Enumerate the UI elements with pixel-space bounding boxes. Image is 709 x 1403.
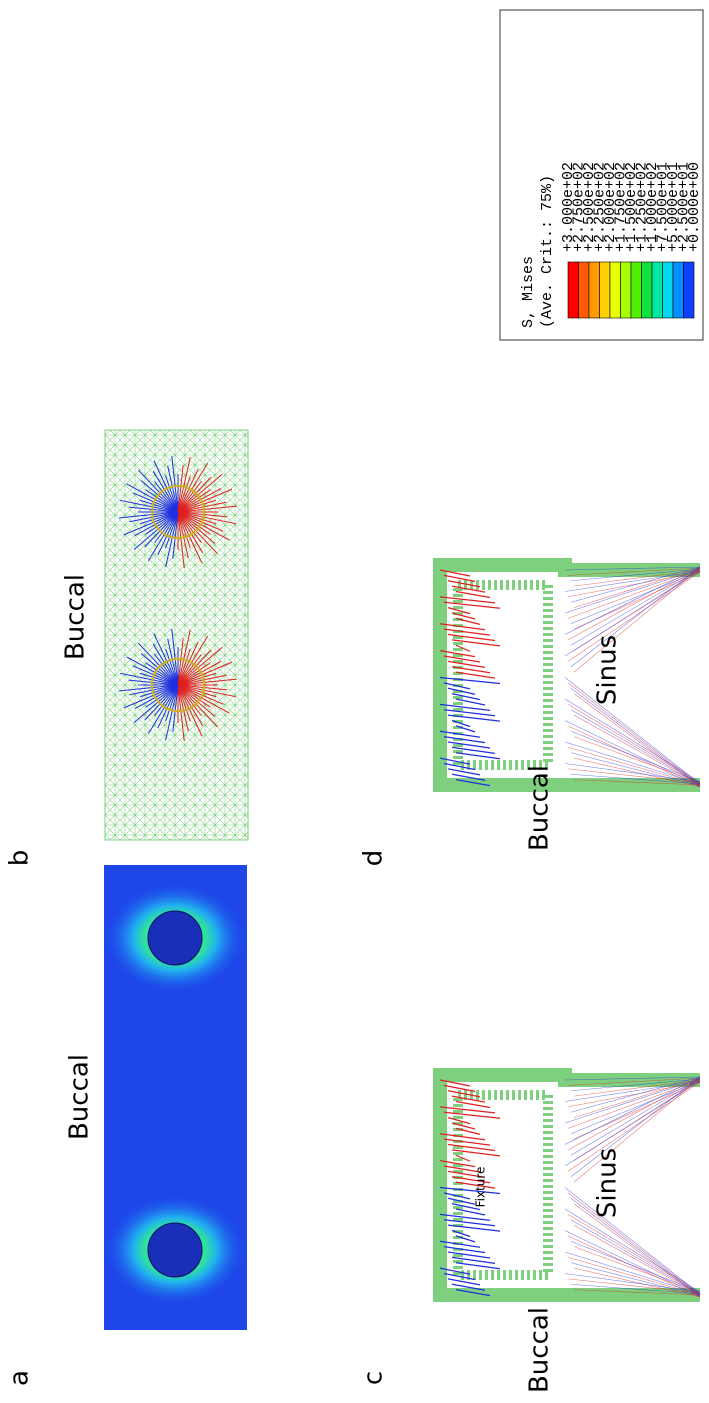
stress-vector [565,567,700,635]
annotation: Sinus [593,1148,623,1218]
stress-vector [440,678,500,684]
mesh-frame [440,565,700,785]
color-swatch [652,262,663,318]
stress-vector [440,1107,495,1113]
stress-vector [565,1188,700,1295]
stress-vector [444,602,500,608]
stress-vector [565,1077,700,1145]
color-swatch [568,262,579,318]
stress-vector [456,1128,480,1134]
panel-label: b [5,850,35,867]
stress-vector [440,1214,490,1220]
annotation: Sinus [593,635,623,705]
annotation: Fixture [474,1167,488,1208]
stress-vector [565,1081,700,1166]
stress-vector [565,1231,700,1297]
stress-vector [440,597,495,603]
legend-value: +0.000e+00 [686,162,703,252]
stress-vector [571,567,700,667]
stress-vector [571,1077,700,1177]
annotation: Buccal [525,1307,555,1393]
stress-vector [440,1188,500,1194]
stress-vector [444,1112,500,1118]
stress-vector [568,1078,700,1150]
stress-vector [568,1080,700,1128]
figure: S, Mises (Ave. Crit.: 75%) +3.000e+02+2.… [0,0,709,1403]
legend-title: S, Mises [520,256,537,328]
stress-vector [444,1193,470,1199]
stress-vector [448,688,475,694]
fixture-hole [148,1223,202,1277]
fixture-hole [148,911,202,965]
legend-subtitle: (Ave. Crit.: 75%) [539,175,556,328]
color-swatch [684,262,695,318]
color-swatch [600,262,611,318]
stress-vector [440,704,490,710]
stress-vector [565,678,700,785]
color-swatch [631,262,642,318]
annotation: Buccal [525,765,555,851]
stress-vector [568,568,700,640]
color-swatch [642,262,653,318]
annotation: Buccal [65,1054,95,1140]
stress-vector [565,1252,700,1294]
color-swatch [610,262,621,318]
stress-vector [571,1079,700,1155]
stress-vector [565,721,700,787]
stress-vector [444,683,470,689]
panel-label: d [359,850,389,867]
stress-vector [448,1198,475,1204]
color-swatch [579,262,590,318]
stress-vector [568,570,700,618]
color-swatch [621,262,632,318]
color-swatch [673,262,684,318]
panel-label: c [359,1371,389,1385]
stress-vector [565,571,700,656]
panel-label: a [5,1370,35,1386]
stress-vector [571,569,700,645]
stress-vector [565,742,700,784]
annotation: Buccal [61,574,91,660]
panel-a [104,865,247,1330]
stress-vector [456,618,480,624]
color-swatch [589,262,600,318]
color-swatch [663,262,674,318]
panel-b [105,430,248,840]
legend: S, Mises (Ave. Crit.: 75%) +3.000e+02+2.… [500,10,703,340]
